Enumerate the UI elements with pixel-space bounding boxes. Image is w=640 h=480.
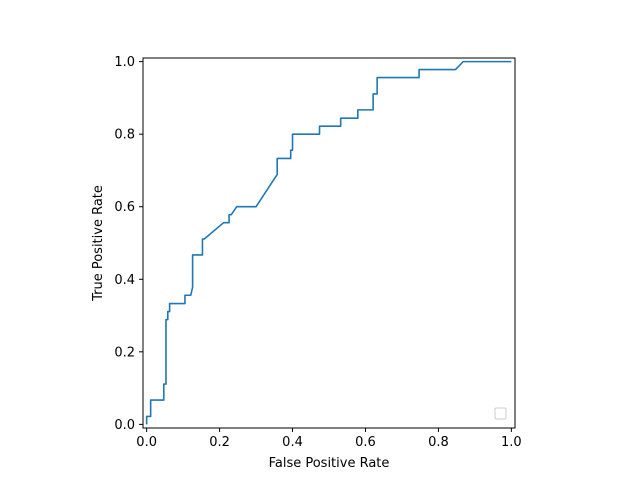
plot-background [143,58,515,428]
x-tick-label: 0.8 [428,435,449,450]
x-ticks: 0.0 0.2 0.4 0.6 0.8 1.0 [136,428,522,450]
y-tick-label: 0.6 [114,200,135,215]
y-axis-label: True Positive Rate [91,185,106,302]
y-ticks: 0.0 0.2 0.4 0.6 0.8 1.0 [114,55,143,433]
x-tick-label: 1.0 [501,435,522,450]
legend [494,407,507,420]
x-tick-label: 0.0 [136,435,157,450]
y-tick-label: 0.4 [114,273,135,288]
x-axis-label: False Positive Rate [269,456,390,471]
y-tick-label: 1.0 [114,55,135,70]
y-tick-label: 0.0 [114,418,135,433]
series-layer [145,60,512,425]
x-tick-label: 0.2 [209,435,230,450]
plot-frame [142,57,516,429]
roc-curve-line [145,60,512,425]
y-tick-label: 0.8 [114,128,135,143]
legend-box [494,407,507,420]
x-tick-label: 0.6 [355,435,376,450]
y-tick-label: 0.2 [114,345,135,360]
x-tick-label: 0.4 [282,435,303,450]
